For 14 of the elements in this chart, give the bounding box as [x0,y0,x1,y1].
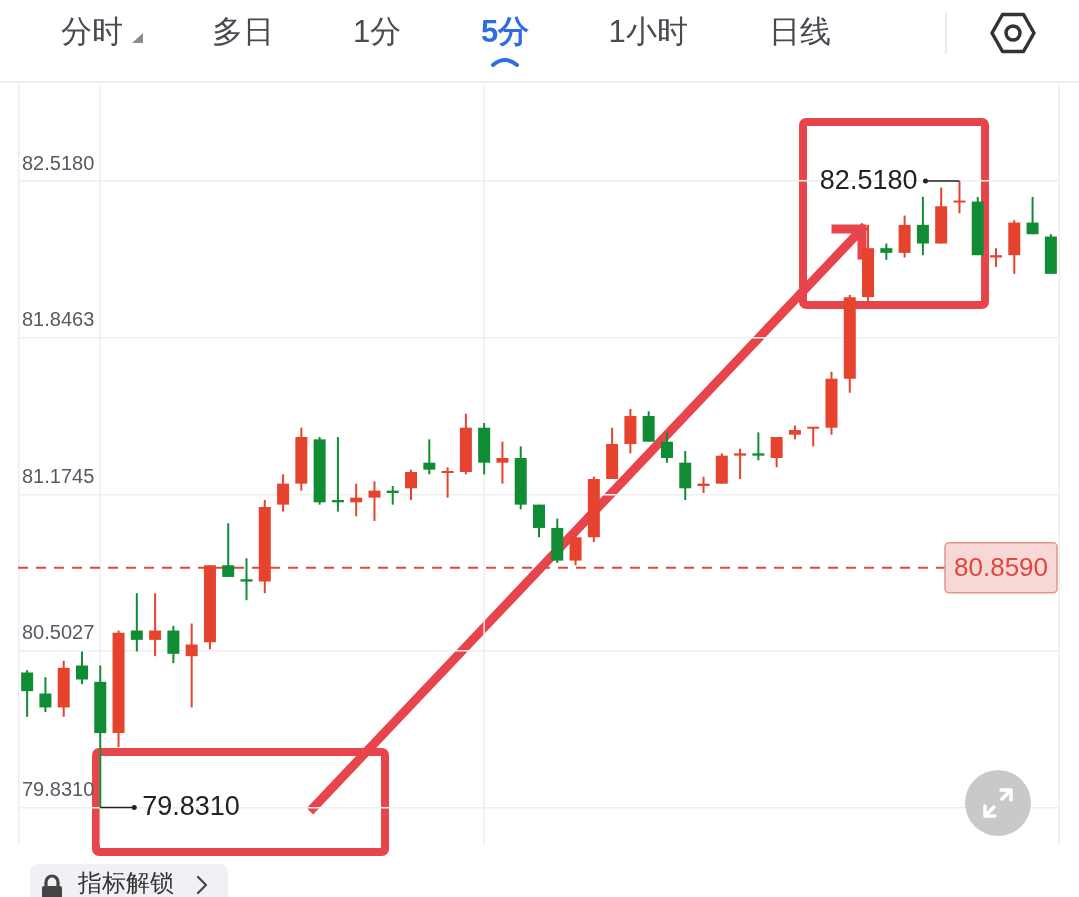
text: 1分 [352,13,402,51]
text: 5分 [480,13,530,51]
annotation: 82.5180 [819,164,918,195]
button: 指标解锁 [30,864,228,897]
y-tick-label: 80.5027 [22,621,95,644]
y-tick-label: 82.5180 [22,151,95,174]
y-tick-label: 81.8463 [22,308,95,331]
text: 日线 [769,13,831,51]
annotation: 79.8310 [142,790,240,821]
ref-line-label: 80.8590 [954,551,1048,582]
text: 多日 [212,13,274,51]
text: 1小时 [608,13,688,51]
text: 分时 [61,13,123,51]
y-tick-label: 81.1745 [22,464,95,487]
